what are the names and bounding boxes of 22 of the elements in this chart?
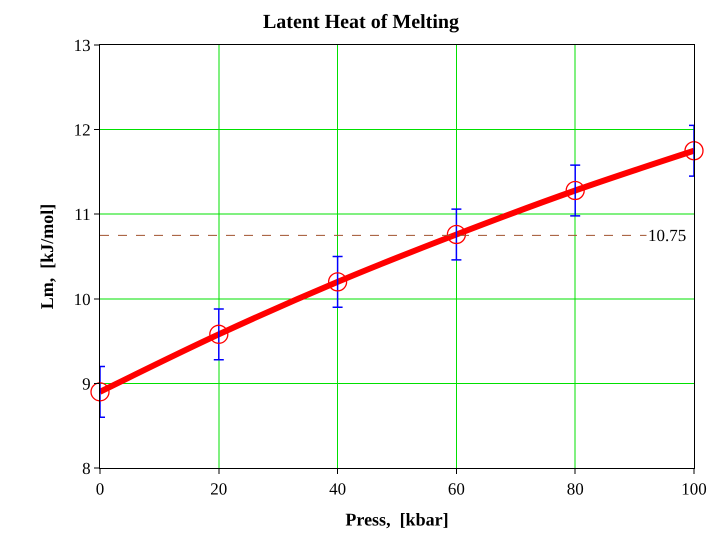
- y-axis-title: Lm, [kJ/mol]: [36, 204, 57, 310]
- x-tick-label: 0: [96, 479, 104, 498]
- point: [446, 224, 466, 244]
- y-tick-label: 12: [74, 120, 91, 140]
- y-tick-label: 8: [82, 458, 91, 478]
- point: [566, 180, 585, 200]
- x-tick-label: 80: [566, 479, 584, 498]
- y-tick-label: 11: [74, 205, 91, 224]
- point: [90, 382, 110, 402]
- point: [328, 272, 348, 292]
- y-tick-label: 9: [82, 374, 91, 394]
- x-axis-title: Press, [kbar]: [345, 510, 449, 530]
- x-tick-label: 40: [329, 479, 346, 498]
- chart-title: Latent Heat of Melting: [262, 10, 460, 33]
- x-tick-label: 20: [210, 479, 228, 498]
- point: [684, 141, 704, 160]
- y-tick-label: 13: [74, 36, 91, 55]
- x-tick-label: 60: [448, 479, 465, 498]
- point: [209, 324, 228, 344]
- x-tick-label: 100: [681, 479, 707, 498]
- y-tick-label: 10: [74, 290, 91, 309]
- ref-line-label: 10.75: [648, 226, 686, 245]
